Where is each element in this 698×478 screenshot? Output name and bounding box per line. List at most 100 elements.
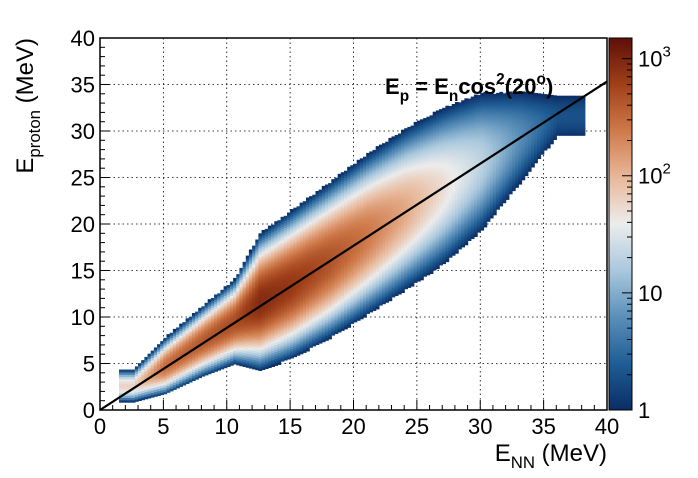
heatmap-cell: [296, 250, 301, 254]
heatmap-cell: [385, 297, 389, 301]
heatmap-cell: [353, 233, 358, 237]
heatmap-cell: [290, 246, 294, 250]
heatmap-cell: [207, 341, 212, 344]
heatmap-cell: [382, 261, 386, 265]
heatmap-cell: [306, 316, 310, 319]
heatmap-cell: [214, 306, 218, 309]
heatmap-cell: [385, 274, 389, 278]
heatmap-cell: [429, 154, 434, 158]
heatmap-cell: [274, 235, 279, 239]
heatmap-cell: [166, 376, 171, 379]
heatmap-cell: [302, 303, 307, 307]
heatmap-cell: [283, 313, 288, 317]
heatmap-cell: [258, 282, 263, 285]
heatmap-cell: [182, 373, 187, 377]
heatmap-cell: [385, 264, 389, 268]
heatmap-cell: [404, 211, 408, 215]
heatmap-cell: [296, 213, 301, 217]
heatmap-cell: [182, 350, 187, 353]
heatmap-cell: [179, 323, 183, 327]
heatmap-cell: [204, 370, 209, 374]
heatmap-cell: [242, 319, 247, 323]
heatmap-cell: [359, 197, 364, 201]
heatmap-cell: [299, 267, 304, 271]
heatmap-cell: [350, 249, 355, 252]
heatmap-cell: [413, 245, 418, 249]
heatmap-cell: [416, 213, 421, 217]
heatmap-cell: [401, 222, 405, 226]
heatmap-cell: [426, 228, 431, 232]
heatmap-cell: [337, 285, 342, 289]
heatmap-cell: [356, 213, 361, 217]
heatmap-cell: [220, 347, 225, 351]
heatmap-cell: [309, 282, 313, 285]
heatmap-cell: [252, 292, 256, 295]
heatmap-cell: [299, 265, 304, 269]
heatmap-cell: [223, 353, 228, 357]
heatmap-cell: [239, 298, 244, 302]
heatmap-cell: [236, 290, 241, 294]
heatmap-cell: [195, 330, 199, 334]
heatmap-cell: [369, 211, 374, 215]
heatmap-cell: [331, 202, 336, 206]
heatmap-cell: [182, 375, 187, 379]
heatmap-cell: [312, 224, 317, 228]
heatmap-cell: [401, 236, 405, 240]
heatmap-cell: [363, 296, 367, 300]
heatmap-cell: [413, 252, 418, 255]
heatmap-cell: [344, 221, 348, 225]
heatmap-cell: [207, 322, 212, 326]
heatmap-cell: [290, 309, 294, 312]
heatmap-cell: [283, 262, 288, 266]
heatmap-cell: [426, 214, 431, 218]
heatmap-cell: [359, 169, 364, 173]
heatmap-cell: [119, 369, 123, 373]
heatmap-cell: [318, 338, 323, 342]
heatmap-cell: [420, 207, 424, 211]
heatmap-cell: [277, 236, 282, 240]
heatmap-cell: [429, 268, 434, 272]
heatmap-cell: [385, 160, 389, 164]
heatmap-cell: [287, 265, 291, 269]
heatmap-cell: [207, 301, 212, 305]
heatmap-cell: [188, 316, 193, 320]
heatmap-cell: [385, 234, 389, 238]
heatmap-cell: [306, 339, 310, 343]
heatmap-cell: [312, 271, 317, 275]
heatmap-cell: [267, 311, 272, 315]
heatmap-cell: [229, 297, 234, 301]
heatmap-cell: [363, 198, 367, 202]
heatmap-cell: [267, 360, 272, 364]
heatmap-cell: [426, 165, 431, 169]
heatmap-cell: [378, 149, 383, 153]
heatmap-cell: [407, 178, 412, 181]
heatmap-cell: [344, 191, 348, 195]
heatmap-cell: [188, 340, 193, 343]
heatmap-cell: [331, 267, 336, 271]
heatmap-cell: [344, 266, 348, 269]
heatmap-cell: [334, 233, 339, 237]
heatmap-cell: [404, 279, 408, 283]
heatmap-cell: [363, 156, 367, 160]
heatmap-cell: [397, 245, 402, 248]
heatmap-cell: [366, 215, 370, 219]
heatmap-cell: [382, 229, 386, 233]
heatmap-cell: [407, 282, 412, 286]
heatmap-cell: [410, 176, 415, 180]
heatmap-cell: [350, 300, 355, 303]
heatmap-cell: [397, 268, 402, 272]
heatmap-cell: [280, 258, 285, 262]
heatmap-cell: [356, 194, 361, 198]
heatmap-cell: [179, 384, 183, 387]
heatmap-cell: [321, 302, 326, 305]
heatmap-cell: [410, 144, 415, 148]
heatmap-cell: [391, 289, 396, 293]
heatmap-cell: [334, 261, 339, 265]
heatmap-cell: [160, 355, 164, 358]
heatmap-cell: [299, 258, 304, 262]
heatmap-cell: [293, 240, 298, 244]
heatmap-cell: [334, 317, 339, 321]
heatmap-cell: [179, 332, 183, 336]
heatmap-cell: [334, 291, 339, 295]
heatmap-cell: [404, 202, 408, 206]
